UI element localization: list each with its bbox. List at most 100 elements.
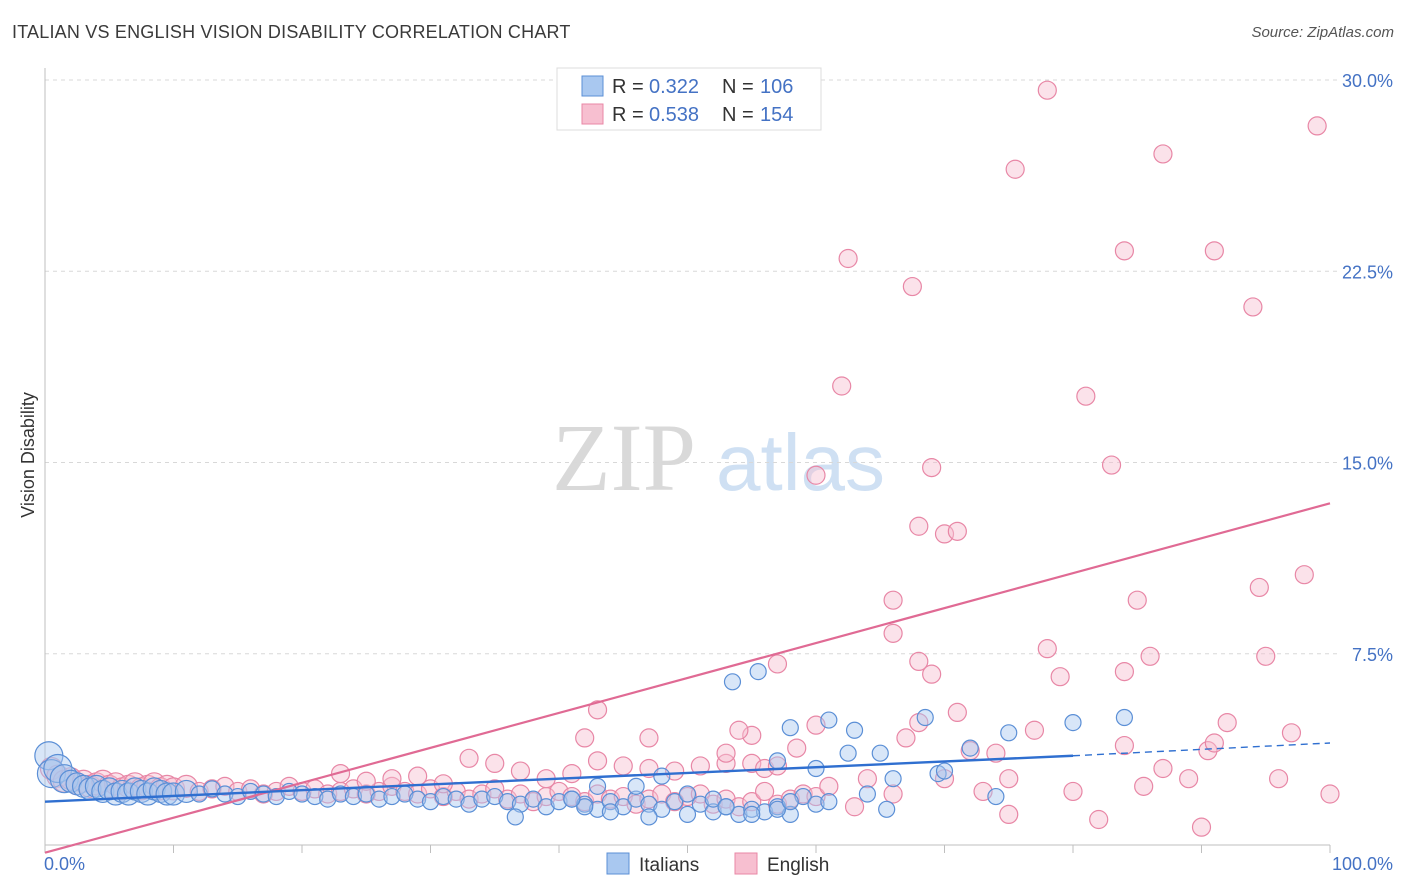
watermark-zip: ZIP bbox=[552, 404, 696, 511]
english-trend-line bbox=[44, 502, 1331, 854]
italians-point bbox=[794, 787, 812, 806]
italians-point bbox=[704, 790, 722, 808]
english-point bbox=[1179, 769, 1199, 789]
italians-point bbox=[749, 662, 767, 681]
legend-swatch-english bbox=[581, 103, 604, 125]
y-tick-label: 22.5% bbox=[1342, 262, 1393, 282]
italians-point bbox=[640, 808, 658, 826]
english-point bbox=[639, 728, 659, 748]
italians-point bbox=[768, 752, 787, 770]
italians-point bbox=[49, 764, 79, 794]
english-point bbox=[999, 769, 1019, 789]
english-point bbox=[1153, 758, 1173, 779]
italians-point bbox=[678, 785, 697, 803]
bottom-legend-label-english: English bbox=[767, 855, 829, 876]
italians-point bbox=[319, 790, 337, 808]
english-point bbox=[1089, 809, 1109, 830]
grid-layer bbox=[45, 79, 1340, 655]
english-point bbox=[1134, 776, 1154, 796]
english-point bbox=[1101, 455, 1122, 475]
italians-trend-line bbox=[44, 754, 1074, 803]
english-point bbox=[1191, 817, 1212, 837]
english-point bbox=[510, 761, 531, 781]
italians-point bbox=[807, 795, 825, 813]
italians-point bbox=[640, 795, 658, 813]
italians-point bbox=[878, 800, 896, 818]
italians-point bbox=[743, 800, 761, 818]
english-point bbox=[1050, 667, 1070, 687]
legend-r-value-italians: 0.322 bbox=[649, 76, 699, 98]
english-point bbox=[767, 756, 788, 776]
italians-point bbox=[588, 800, 607, 818]
english-point bbox=[1076, 386, 1096, 406]
english-point bbox=[39, 756, 64, 781]
italians-point bbox=[524, 790, 542, 808]
italians-point bbox=[820, 711, 838, 729]
italians-point bbox=[858, 785, 877, 803]
legend-r-label-english: R = bbox=[612, 104, 649, 126]
italians-point bbox=[486, 787, 504, 806]
english-point bbox=[562, 763, 582, 784]
english-point bbox=[1024, 720, 1045, 740]
italians-point bbox=[1000, 724, 1018, 742]
english-point bbox=[459, 748, 479, 768]
italians-point bbox=[768, 800, 787, 818]
english-point bbox=[1217, 712, 1237, 733]
italians-point bbox=[331, 785, 350, 803]
italians-point bbox=[730, 805, 748, 824]
english-point bbox=[1281, 723, 1302, 743]
english-point bbox=[1243, 297, 1263, 317]
bottom-legend-swatch-italians bbox=[606, 852, 630, 875]
english-point bbox=[922, 664, 942, 684]
y-tick-label: 30.0% bbox=[1342, 71, 1393, 91]
english-point bbox=[1204, 733, 1224, 753]
english-point bbox=[690, 756, 710, 776]
english-point bbox=[999, 804, 1019, 825]
italians-point bbox=[781, 805, 799, 824]
english-point bbox=[909, 651, 929, 672]
english-point bbox=[883, 590, 903, 610]
english-point bbox=[1063, 781, 1083, 802]
italians-point bbox=[614, 798, 632, 816]
italians-point bbox=[421, 793, 440, 811]
italians-point bbox=[550, 793, 568, 811]
italians-point bbox=[1064, 713, 1082, 732]
english-point bbox=[1005, 159, 1025, 179]
legend-r-label-italians: R = bbox=[612, 76, 649, 98]
italians-point bbox=[704, 803, 722, 821]
english-point bbox=[986, 743, 1006, 763]
english-point bbox=[838, 248, 858, 269]
italians-point bbox=[820, 793, 838, 811]
y-tick-label: 15.0% bbox=[1342, 454, 1393, 474]
english-point bbox=[947, 521, 967, 541]
y-tick-label: 7.5% bbox=[1352, 645, 1393, 665]
english-point bbox=[356, 771, 376, 791]
italians-point bbox=[743, 805, 761, 824]
english-point bbox=[922, 458, 942, 478]
english-point bbox=[1249, 577, 1269, 598]
italians-point bbox=[506, 808, 524, 826]
italians-point bbox=[723, 673, 742, 691]
italians-point bbox=[845, 721, 864, 739]
english-point bbox=[896, 728, 916, 748]
legend-swatch-italians bbox=[581, 75, 604, 97]
italians-point bbox=[155, 782, 179, 806]
english-point bbox=[1198, 741, 1218, 761]
english-point bbox=[857, 769, 878, 789]
english-point bbox=[947, 702, 967, 723]
english-point bbox=[639, 789, 659, 809]
italians-point bbox=[755, 803, 774, 821]
italians-point bbox=[871, 744, 889, 762]
italians-point bbox=[666, 793, 684, 811]
english-point bbox=[1140, 646, 1160, 666]
english-point bbox=[742, 753, 762, 774]
italians-point bbox=[499, 793, 517, 811]
english-point bbox=[742, 725, 762, 745]
english-point bbox=[819, 776, 839, 796]
italians-point bbox=[884, 770, 902, 788]
english-point bbox=[1114, 661, 1135, 682]
english-point bbox=[716, 743, 736, 763]
italians-point bbox=[653, 767, 671, 785]
italians-point bbox=[473, 790, 491, 808]
